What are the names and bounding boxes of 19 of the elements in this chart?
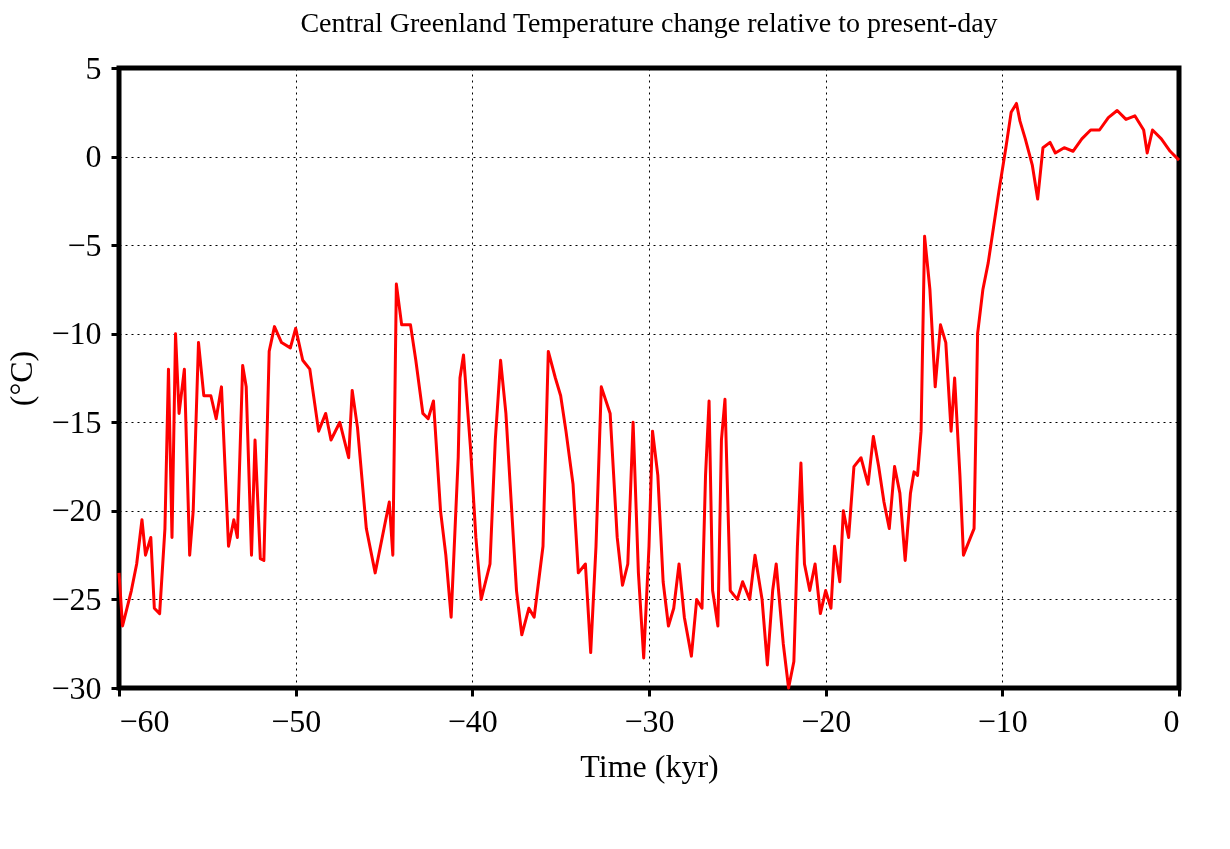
y-tick-label: −15 xyxy=(51,403,102,440)
y-axis-title: (°C) xyxy=(3,350,40,407)
y-tick-label: −25 xyxy=(51,580,102,617)
x-tick-label: −30 xyxy=(624,702,675,739)
x-tick-label: 0 xyxy=(1163,702,1180,739)
line-series xyxy=(117,101,1181,690)
y-tick-label: 5 xyxy=(85,49,102,86)
y-tick-label: −5 xyxy=(67,226,102,263)
x-axis-title: Time (kyr) xyxy=(580,747,719,784)
y-tick-label: −10 xyxy=(51,315,102,352)
y-tick-label: −30 xyxy=(51,669,102,706)
x-tick-label: −40 xyxy=(447,702,498,739)
y-tick-label: −20 xyxy=(51,492,102,529)
x-tick-label: −20 xyxy=(801,702,852,739)
x-tick-label: −10 xyxy=(977,702,1028,739)
x-tick-label: −50 xyxy=(271,702,322,739)
x-tick-label: −60 xyxy=(119,702,170,739)
chart-title: Central Greenland Temperature change relative to present-day xyxy=(300,7,998,38)
y-tick-label: 0 xyxy=(85,138,102,175)
